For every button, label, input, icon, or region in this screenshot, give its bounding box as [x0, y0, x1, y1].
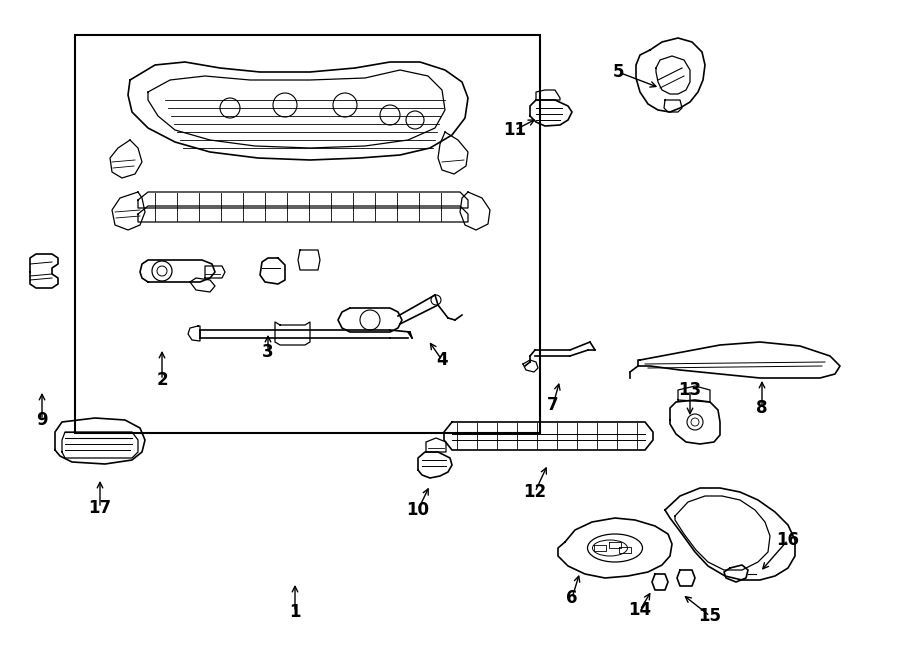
Bar [75, 35, 540, 433]
Text: 15: 15 [698, 607, 722, 625]
Circle shape [273, 93, 297, 117]
Text: 9: 9 [36, 411, 48, 429]
Text: 1: 1 [289, 603, 301, 621]
Circle shape [691, 418, 699, 426]
Text: 17: 17 [88, 499, 112, 517]
Text: 3: 3 [262, 343, 274, 361]
Text: 4: 4 [436, 351, 448, 369]
Text: 11: 11 [503, 121, 526, 139]
Circle shape [406, 111, 424, 129]
Text: 14: 14 [628, 601, 652, 619]
Text: 13: 13 [679, 381, 702, 399]
Circle shape [360, 310, 380, 330]
Circle shape [152, 261, 172, 281]
Text: 2: 2 [157, 371, 167, 389]
Ellipse shape [588, 534, 643, 562]
Circle shape [380, 105, 400, 125]
Text: 5: 5 [612, 63, 624, 81]
Circle shape [333, 93, 357, 117]
Circle shape [157, 266, 167, 276]
Circle shape [431, 295, 441, 305]
Text: 10: 10 [407, 501, 429, 519]
Text: 6: 6 [566, 589, 578, 607]
Ellipse shape [592, 540, 627, 556]
Text: 12: 12 [524, 483, 546, 501]
Text: 16: 16 [777, 531, 799, 549]
Text: 8: 8 [756, 399, 768, 417]
Text: 7: 7 [547, 396, 559, 414]
Circle shape [220, 98, 240, 118]
Circle shape [687, 414, 703, 430]
